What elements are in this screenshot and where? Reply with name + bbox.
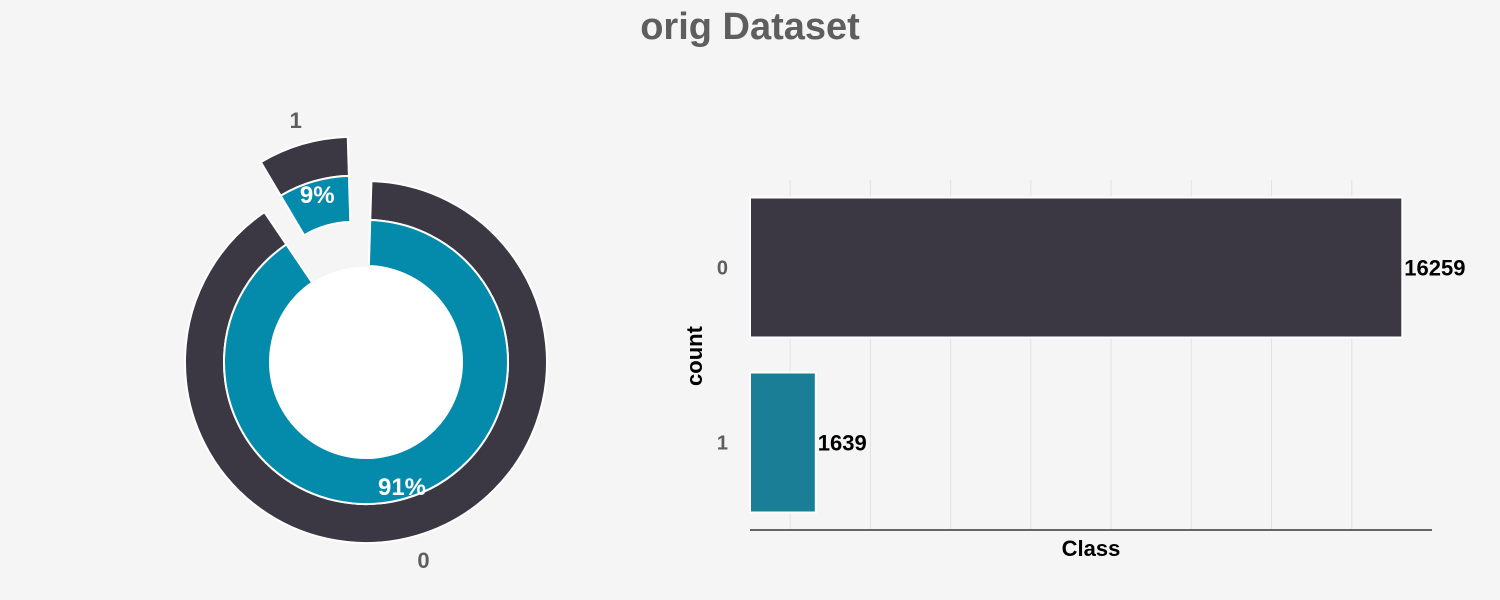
chart-title: orig Dataset xyxy=(640,6,860,48)
y-axis-label: count xyxy=(682,325,707,386)
x-axis-label: Class xyxy=(1062,536,1121,561)
y-tick-label-0: 0 xyxy=(717,258,728,280)
bar-value-label-0: 16259 xyxy=(1404,256,1465,281)
y-tick-label-1: 1 xyxy=(717,433,728,455)
slice-percent-0: 91% xyxy=(378,474,426,501)
donut-hole xyxy=(270,266,462,458)
bar-value-label-1: 1639 xyxy=(818,431,867,456)
inner-slice-0 xyxy=(223,219,510,505)
inner-slice-1 xyxy=(279,174,352,237)
slice-category-0: 0 xyxy=(417,548,429,573)
bar-0 xyxy=(749,196,1404,339)
bar-chart: 16259 0 1639 1 Class count xyxy=(682,180,1465,561)
slice-category-1: 1 xyxy=(290,108,302,133)
slice-percent-1: 9% xyxy=(300,182,335,209)
bar-1 xyxy=(749,371,817,514)
donut-chart: 91% 0 9% 1 xyxy=(183,108,548,573)
